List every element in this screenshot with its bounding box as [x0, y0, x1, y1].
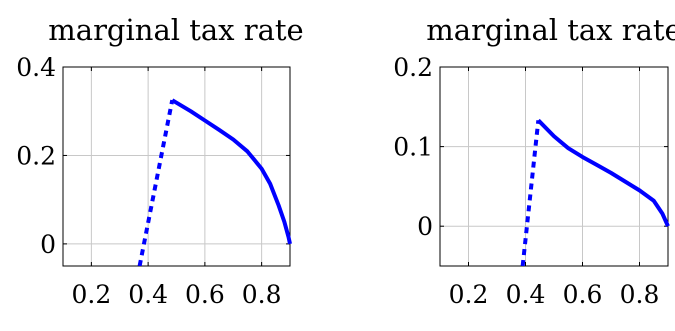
right-x-tick-label: 0.4: [506, 280, 546, 309]
left-solid-series-line: [171, 98, 292, 245]
right-chart: 0.2 0.4 0.6 0.8 0 0.1 0.2 marginal tax rate: [393, 13, 675, 309]
right-chart-title: marginal tax rate: [426, 13, 675, 47]
right-solid-series-line: [536, 118, 670, 228]
right-y-tick-label: 0: [417, 212, 433, 241]
left-dashed-series-line: [137, 99, 175, 266]
left-y-tick-label: 0.2: [16, 141, 56, 170]
right-y-tick-label: 0.1: [393, 133, 433, 162]
left-x-tick-label: 0.6: [185, 280, 225, 309]
left-x-tick-label: 0.2: [71, 280, 111, 309]
left-y-tick-label: 0: [40, 230, 56, 259]
right-x-tick-label: 0.8: [620, 280, 660, 309]
left-chart-title: marginal tax rate: [48, 13, 303, 47]
right-plot-frame: [439, 66, 669, 267]
left-x-tick-label: 0.8: [242, 280, 282, 309]
left-plot-frame: [62, 66, 291, 267]
right-x-tick-label: 0.2: [449, 280, 489, 309]
left-x-tick-label: 0.4: [128, 280, 168, 309]
left-chart: 0.2 0.4 0.6 0.8 0 0.2 0.4 marginal tax rate: [16, 13, 303, 309]
right-y-tick-label: 0.2: [393, 53, 433, 82]
right-x-tick-label: 0.6: [563, 280, 603, 309]
right-dashed-series-line: [520, 120, 541, 266]
left-y-tick-label: 0.4: [16, 53, 56, 82]
